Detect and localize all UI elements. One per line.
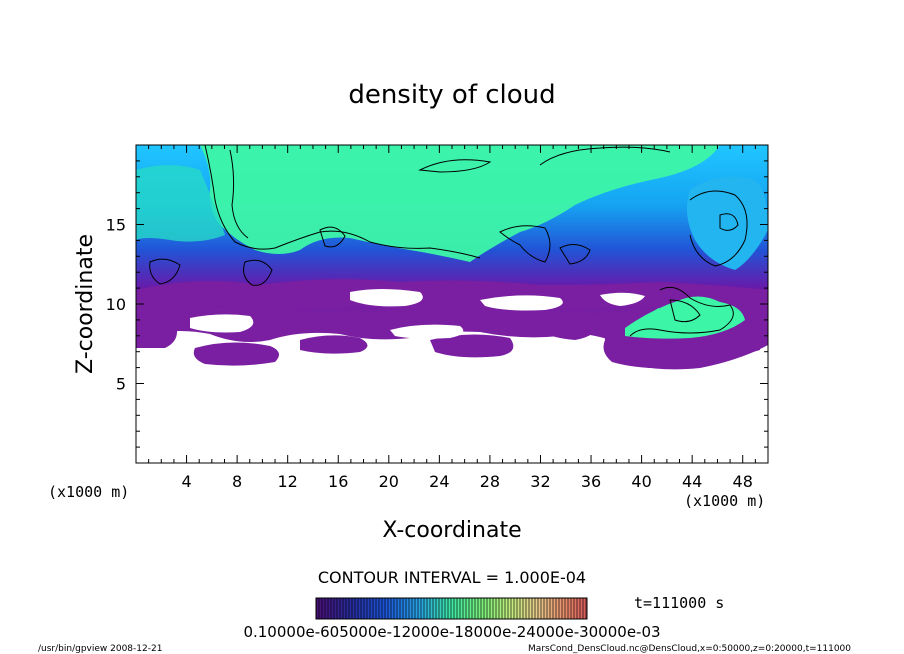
y-tick-label: 5 xyxy=(116,375,126,394)
x-tick-label: 32 xyxy=(530,472,550,491)
x-tick-label: 44 xyxy=(682,472,702,491)
x-tick-label: 4 xyxy=(181,472,191,491)
right-cloud-core xyxy=(625,296,745,339)
footer-left: /usr/bin/gpview 2008-12-21 xyxy=(38,644,162,654)
y-axis: 5 10 15 xyxy=(106,160,768,448)
y-axis-label: Z-coordinate xyxy=(73,234,98,374)
heatmap-field xyxy=(136,145,768,463)
y-axis-unit: (x1000 m) xyxy=(48,483,129,501)
colorbar-frame xyxy=(315,597,588,620)
contour-interval-label: CONTOUR INTERVAL = 1.000E-04 xyxy=(318,568,586,587)
contour-lines xyxy=(149,145,748,337)
x-tick-label: 16 xyxy=(328,472,348,491)
x-tick-label: 28 xyxy=(480,472,500,491)
white-gaps xyxy=(190,289,645,339)
x-axis-unit: (x1000 m) xyxy=(684,492,765,510)
right-upper-blue xyxy=(686,176,768,270)
x-axis: 4 8 12 16 20 24 28 32 36 40 44 48 xyxy=(148,145,756,491)
time-label: t=111000 s xyxy=(634,594,724,612)
x-tick-label: 24 xyxy=(429,472,449,491)
green-core-region xyxy=(200,145,720,262)
colorbar-stripes xyxy=(316,598,587,619)
green-mid-band xyxy=(136,165,225,242)
lower-purple-blobs xyxy=(136,311,768,370)
x-tick-label: 48 xyxy=(733,472,753,491)
footer-right: MarsCond_DensCloud.nc@DensCloud,x=0:5000… xyxy=(528,644,851,654)
x-tick-label: 36 xyxy=(581,472,601,491)
x-tick-label: 8 xyxy=(232,472,242,491)
x-axis-label: X-coordinate xyxy=(382,518,521,543)
right-cloud-purple xyxy=(603,334,760,369)
y-tick-label: 10 xyxy=(106,295,126,314)
y-tick-label: 15 xyxy=(106,216,126,235)
colorbar-tick-labels: 0.10000e-605000e-12000e-18000e-24000e-30… xyxy=(243,623,660,641)
lower-empty-region xyxy=(136,370,768,463)
x-tick-label: 12 xyxy=(278,472,298,491)
x-tick-label: 20 xyxy=(379,472,399,491)
chart-title: density of cloud xyxy=(348,80,555,110)
x-tick-label: 40 xyxy=(631,472,651,491)
colorbar xyxy=(315,597,588,620)
